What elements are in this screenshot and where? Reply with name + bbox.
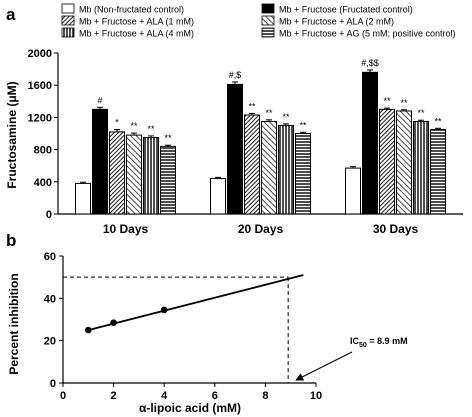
bar (143, 137, 159, 215)
x-axis-label-b: α-lipoic acid (mM) (139, 401, 241, 415)
bar (109, 131, 125, 215)
legend: Mb (Non-fructated control) Mb + Fructose … (61, 3, 456, 39)
y-tick-label-b: 40 (44, 293, 56, 305)
y-tick-label-a: 1600 (28, 80, 52, 92)
bar (413, 120, 429, 215)
y-axis-label-a: Fructosamine (μM) (5, 81, 19, 188)
bar (278, 124, 294, 215)
significance-label: * (115, 117, 119, 127)
bars-a: #* ** ****#,$**** ****#,$$** ****** (75, 58, 446, 215)
legend-entry: Mb + Fructose + AG (5 mM; positive contr… (279, 29, 456, 39)
y-tick-label-b: 0 (50, 378, 56, 390)
x-tick-label-b: 0 (60, 390, 66, 402)
legend-entry: Mb (Non-fructated control) (79, 5, 184, 15)
x-tick-label-b: 6 (212, 390, 218, 402)
axes-b: 0 20 40 60 0 2 4 6 8 10 (44, 251, 322, 402)
legend-entry: Mb + Fructose + ALA (2 mM) (279, 17, 394, 27)
bar (210, 178, 226, 215)
bar (75, 182, 91, 215)
significance-label: ** (434, 116, 442, 126)
legend-swatch (261, 27, 275, 38)
panel-b: b 0 20 40 60 0 2 4 6 8 10 IC50 = 8.9 mM Percent i… (6, 231, 408, 415)
data-point (160, 306, 168, 314)
y-tick-label-a: 2000 (28, 48, 52, 60)
bar (430, 128, 446, 215)
data-point (110, 319, 117, 326)
data-point (85, 326, 92, 334)
panel-a: a Mb (Non-fructated control) Mb + Fructos… (5, 3, 463, 236)
significance-label: ** (147, 124, 155, 134)
bar (227, 83, 243, 215)
bar (362, 71, 378, 215)
legend-swatch (61, 3, 75, 14)
legend-swatch (61, 27, 75, 38)
fit-line (88, 274, 304, 331)
significance-label: #,$$ (361, 58, 379, 68)
bar (379, 108, 395, 215)
bar (345, 167, 361, 215)
bar (396, 110, 412, 215)
significance-label: ** (383, 96, 391, 106)
bar (126, 134, 142, 215)
y-tick-label-a: 800 (34, 145, 52, 157)
bar (261, 120, 277, 215)
significance-label: ** (130, 121, 138, 131)
x-category-label: 20 Days (238, 222, 284, 236)
bar (92, 108, 108, 215)
legend-entry: Mb + Fructose + ALA (4 mM) (79, 29, 194, 39)
significance-label: ** (400, 98, 408, 108)
x-tick-label-b: 8 (262, 390, 268, 402)
plot-b: IC50 = 8.9 mM (63, 274, 408, 383)
significance-label: ** (417, 108, 425, 118)
significance-label: # (97, 95, 102, 105)
x-tick-label-b: 2 (111, 390, 117, 402)
legend-entry: Mb + Fructose + ALA (1 mM) (79, 17, 194, 27)
y-tick-label-a: 0 (46, 209, 52, 221)
bar (244, 114, 260, 215)
ic50-label: IC50 = 8.9 mM (350, 336, 408, 349)
x-category-label: 30 Days (373, 222, 419, 236)
ic50-arrow (295, 351, 353, 381)
y-tick-label-b: 60 (44, 251, 56, 263)
bar (160, 145, 176, 215)
x-tick-label-b: 10 (310, 390, 322, 402)
legend-entry: Mb + Fructose (Fructated control) (279, 5, 413, 15)
panel-b-label: b (6, 231, 16, 250)
significance-label: ** (265, 108, 273, 118)
x-category-label: 10 Days (103, 222, 149, 236)
panel-a-label: a (6, 5, 16, 24)
bar (295, 133, 311, 215)
legend-swatch (261, 15, 275, 26)
significance-label: #,$ (229, 70, 242, 80)
significance-label: ** (164, 133, 172, 143)
y-tick-label-a: 1200 (28, 112, 52, 124)
significance-label: ** (248, 101, 256, 111)
significance-label: ** (299, 120, 307, 130)
axes-a: 0 400 800 1200 1600 2000 10 Days 20 Days 30 Days (28, 48, 463, 236)
legend-swatch (261, 3, 275, 14)
y-axis-label-b: Percent inhibition (7, 273, 21, 374)
significance-label: ** (282, 112, 290, 122)
legend-swatch (61, 15, 75, 26)
y-tick-label-b: 20 (44, 336, 56, 348)
x-tick-label-b: 4 (161, 390, 168, 402)
y-tick-label-a: 400 (34, 177, 52, 189)
